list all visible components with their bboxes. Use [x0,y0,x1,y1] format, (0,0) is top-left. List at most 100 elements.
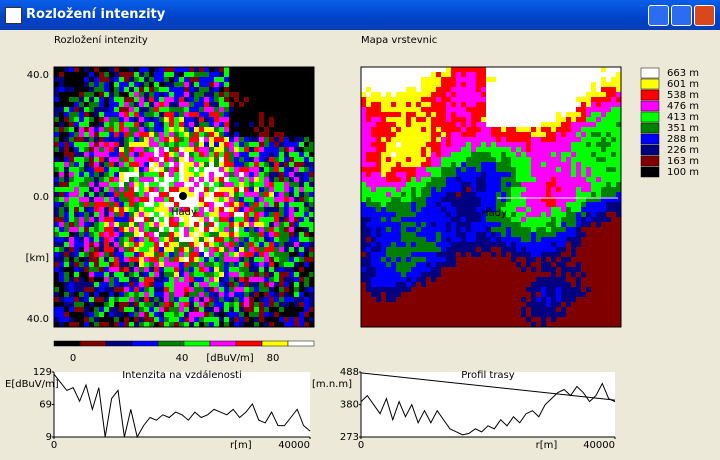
map-cell [194,157,199,162]
map-cell [209,167,214,172]
map-cell [471,277,476,282]
map-cell [571,167,576,172]
map-cell [269,147,274,152]
map-cell [109,82,114,87]
map-cell [259,72,264,77]
map-cell [476,97,481,102]
map-cell [194,67,199,72]
map-cell [174,207,179,212]
close-button[interactable] [694,5,715,26]
map-cell [304,212,309,217]
map-cell [516,117,521,122]
map-cell [391,122,396,127]
map-cell [471,197,476,202]
map-cell [79,257,84,262]
map-cell [54,142,59,147]
map-cell [496,87,501,92]
map-cell [401,202,406,207]
map-cell [516,232,521,237]
map-cell [371,237,376,242]
map-cell [189,197,194,202]
map-cell [441,307,446,312]
map-cell [94,142,99,147]
map-cell [224,297,229,302]
map-cell [194,212,199,217]
map-cell [144,102,149,107]
map-cell [269,287,274,292]
map-cell [531,202,536,207]
map-cell [74,82,79,87]
map-cell [476,162,481,167]
map-cell [94,117,99,122]
map-cell [119,147,124,152]
map-cell [149,322,154,327]
map-cell [511,317,516,322]
map-cell [199,137,204,142]
map-cell [249,297,254,302]
map-cell [149,282,154,287]
map-cell [199,92,204,97]
map-cell [84,312,89,317]
map-cell [411,282,416,287]
map-cell [506,102,511,107]
map-cell [119,162,124,167]
map-cell [289,167,294,172]
map-cell [119,167,124,172]
map-cell [119,227,124,232]
map-cell [391,312,396,317]
map-cell [396,167,401,172]
map-cell [189,102,194,107]
map-cell [556,97,561,102]
map-cell [254,67,259,72]
map-cell [259,182,264,187]
map-cell [571,172,576,177]
map-cell [264,162,269,167]
map-cell [401,77,406,82]
map-cell [189,147,194,152]
map-cell [531,232,536,237]
map-cell [526,122,531,127]
minimize-button[interactable] [648,5,669,26]
maximize-button[interactable] [671,5,692,26]
map-cell [371,87,376,92]
map-cell [79,252,84,257]
map-cell [279,287,284,292]
map-cell [79,292,84,297]
map-cell [566,202,571,207]
map-cell [304,292,309,297]
map-cell [199,182,204,187]
map-cell [249,192,254,197]
map-cell [139,312,144,317]
map-cell [264,222,269,227]
map-cell [134,297,139,302]
map-cell [244,252,249,257]
map-cell [249,262,254,267]
map-cell [179,292,184,297]
map-cell [381,117,386,122]
map-cell [576,152,581,157]
map-cell [269,187,274,192]
map-cell [89,87,94,92]
map-cell [511,122,516,127]
map-cell [74,197,79,202]
map-cell [441,247,446,252]
map-cell [239,92,244,97]
map-cell [556,152,561,157]
map-cell [279,307,284,312]
map-cell [426,67,431,72]
map-cell [154,127,159,132]
map-cell [69,307,74,312]
map-cell [99,167,104,172]
map-cell [481,102,486,107]
map-cell [214,307,219,312]
map-cell [546,72,551,77]
map-cell [124,102,129,107]
map-cell [361,162,366,167]
map-cell [561,117,566,122]
map-cell [249,102,254,107]
map-cell [89,262,94,267]
map-cell [401,117,406,122]
map-cell [561,217,566,222]
map-cell [391,257,396,262]
map-cell [214,102,219,107]
